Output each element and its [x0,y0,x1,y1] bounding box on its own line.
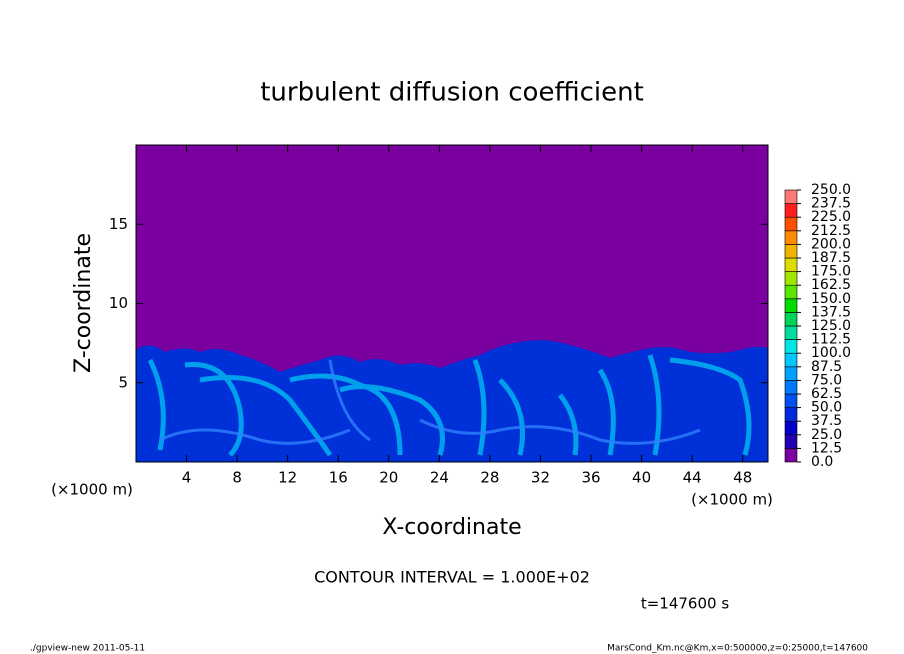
colorbar-label: 37.5 [811,413,842,429]
colorbar-box [784,366,798,381]
colorbar-box [784,216,798,232]
x-tick-label: 32 [531,469,550,487]
footer-left: ./gpview-new 2011-05-11 [30,644,145,654]
y-axis-label: Z-coordinate [71,233,96,373]
colorbar-box [784,352,798,368]
colorbar-label: 87.5 [811,359,842,375]
colorbar-box [784,284,798,300]
colorbar-box [784,298,798,313]
colorbar-box [784,407,798,422]
colorbar-label: 75.0 [811,372,842,388]
x-unit-right: (×1000 m) [691,491,773,509]
colorbar-box [784,339,798,354]
colorbar-box [784,393,798,408]
x-tick-label: 44 [683,469,702,487]
time-label: t=147600 s [641,595,729,613]
colorbar-label: 12.5 [811,440,842,456]
colorbar-label: 50.0 [811,400,842,416]
footer-right: MarsCond_Km.nc@Km,x=0:500000,z=0:25000,t… [607,644,868,654]
colorbar-box [784,380,798,395]
x-axis-label: X-coordinate [382,515,521,540]
colorbar-box [784,325,798,340]
colorbar-label: 175.0 [811,264,851,280]
colorbar-label: 25.0 [811,427,842,443]
x-unit-left: (×1000 m) [51,481,133,499]
x-tick-label: 36 [581,469,600,487]
colorbar-box [784,257,798,272]
colorbar-label: 137.5 [811,304,851,320]
colorbar-label: 212.5 [811,223,851,239]
colorbar-box [784,434,798,449]
colorbar-box [784,189,798,204]
colorbar-box [784,312,798,327]
x-tick-label: 4 [182,469,192,487]
field-pattern [136,340,768,462]
y-tick-label: 5 [118,373,128,391]
colorbar-label: 150.0 [811,291,851,307]
colorbar-box [784,420,798,436]
colorbar-box [784,244,798,259]
chart-title: turbulent diffusion coefficient [260,78,644,108]
x-tick-label: 12 [278,469,297,487]
colorbar-box [784,230,798,245]
colorbar-label: 237.5 [811,196,851,212]
colorbar-label: 100.0 [811,345,851,361]
colorbar-box [784,271,798,286]
colorbar-box [784,448,798,463]
colorbar-label: 125.0 [811,318,851,334]
colorbar-label: 200.0 [811,236,851,252]
colorbar-label: 225.0 [811,209,851,225]
colorbar-label: 250.0 [811,182,851,198]
x-tick-label: 20 [379,469,398,487]
colorbar-label: 0.0 [811,454,833,470]
colorbar-box [784,203,798,218]
y-tick-label: 15 [109,215,128,233]
colorbar-label: 112.5 [811,332,851,348]
x-tick-label: 48 [733,469,752,487]
x-tick-label: 16 [329,469,348,487]
colorbar-label: 162.5 [811,277,851,293]
x-tick-label: 40 [632,469,651,487]
contour-interval: CONTOUR INTERVAL = 1.000E+02 [314,568,590,587]
colorbar-label: 187.5 [811,250,851,266]
colorbar-label: 62.5 [811,386,842,402]
x-tick-label: 28 [480,469,499,487]
x-tick-label: 8 [232,469,242,487]
x-tick-label: 24 [430,469,449,487]
y-tick-label: 10 [109,294,128,312]
